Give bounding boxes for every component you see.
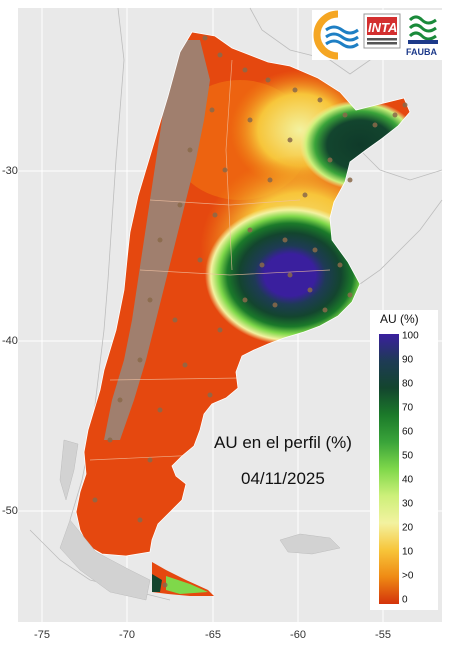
station-dots: [92, 35, 408, 588]
legend-label: 40: [402, 474, 414, 486]
y-tick: -30: [2, 165, 18, 177]
fauba-logo-icon: [408, 14, 438, 44]
legend-color-bar: [379, 334, 399, 604]
chile-islands: [59, 439, 341, 601]
legend-label: >0: [402, 570, 414, 582]
legend-label: 80: [402, 378, 414, 390]
legend-label: 100: [402, 330, 419, 342]
legend-label: 70: [402, 402, 414, 414]
y-tick: -40: [2, 335, 18, 347]
wave-logo-icon: [313, 10, 359, 60]
inta-logo-text: INTA: [368, 20, 398, 35]
legend-label: 60: [402, 426, 414, 438]
legend-label: 0: [402, 594, 408, 606]
x-tick: -60: [290, 629, 306, 641]
x-tick: -65: [205, 629, 221, 641]
institution-logos: INTA FAUBA: [312, 10, 444, 60]
logo-graphics: [313, 10, 438, 60]
argentina-outline: [75, 31, 411, 557]
legend-label: 90: [402, 354, 414, 366]
map-title: AU en el perfil (%): [214, 433, 352, 452]
x-tick: -70: [119, 629, 135, 641]
legend-label: 30: [402, 498, 414, 510]
color-legend: AU (%) 100 90 80 70 60 50 40 30 20 10 >0…: [370, 310, 438, 610]
legend-label: 20: [402, 522, 414, 534]
x-tick: -75: [34, 629, 50, 641]
fauba-logo-text: FAUBA: [406, 47, 437, 57]
map-date: 04/11/2025: [241, 469, 325, 488]
legend-label: 10: [402, 546, 414, 558]
legend-label: 50: [402, 450, 414, 462]
x-tick: -55: [375, 629, 391, 641]
tierra-del-fuego: [152, 562, 214, 596]
legend-title: AU (%): [380, 312, 419, 326]
y-tick: -50: [2, 505, 18, 517]
